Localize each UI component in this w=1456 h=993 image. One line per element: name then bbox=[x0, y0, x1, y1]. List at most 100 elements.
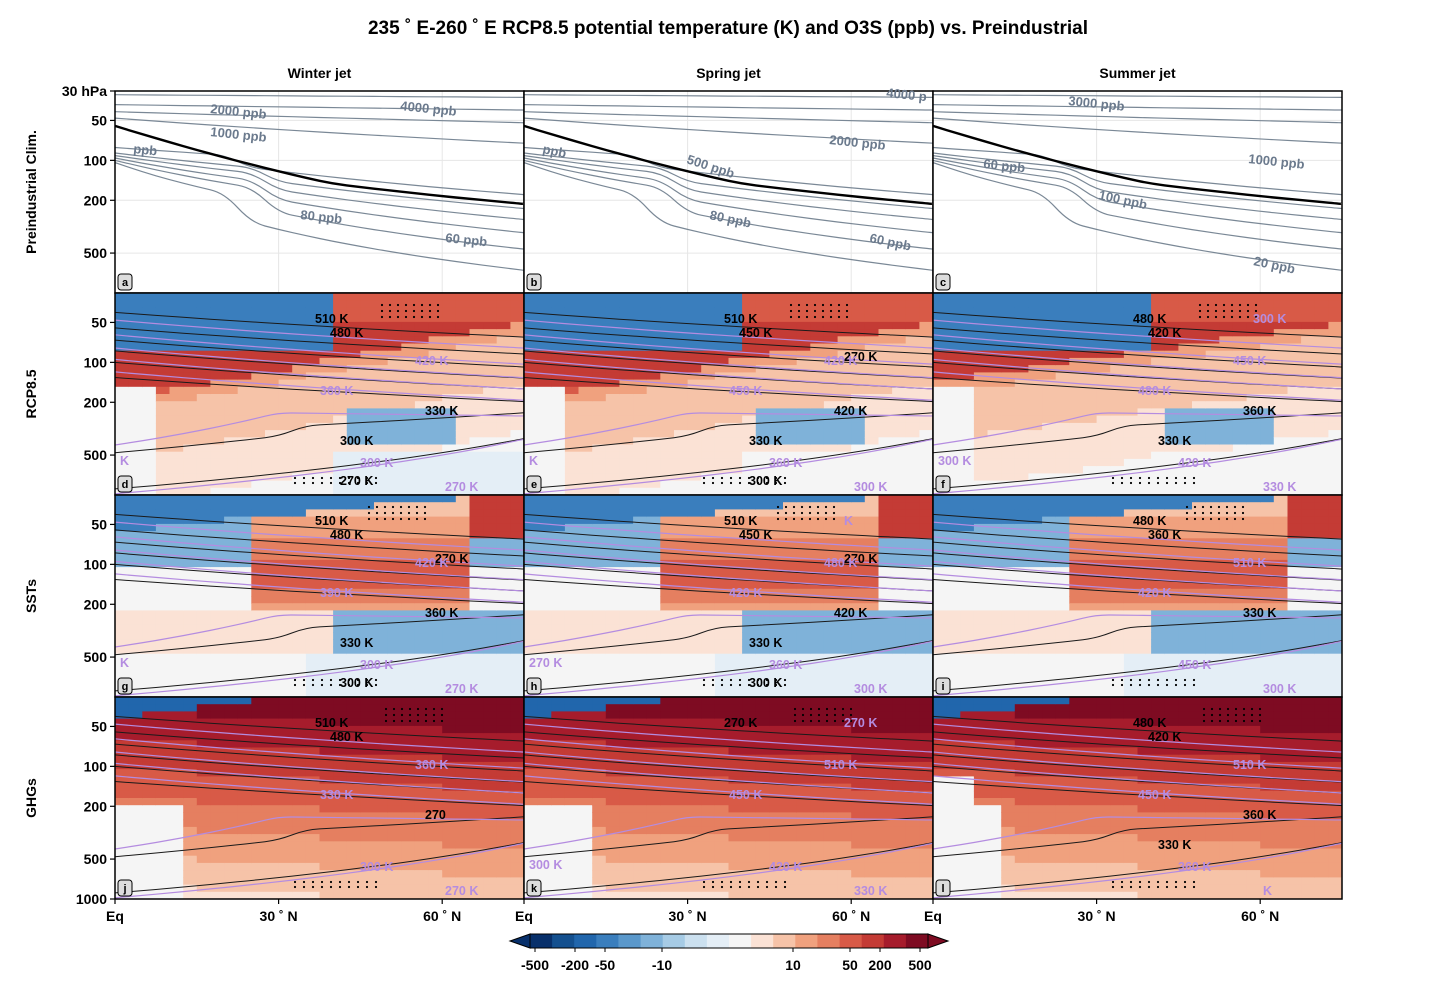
heatmap-cell bbox=[633, 653, 648, 662]
heatmap-cell bbox=[442, 350, 457, 359]
heatmap-cell bbox=[387, 372, 402, 381]
heatmap-cell bbox=[892, 451, 907, 460]
stipple-dot bbox=[821, 309, 825, 313]
heatmap-cell bbox=[960, 329, 975, 337]
heatmap-cell bbox=[578, 682, 593, 691]
heatmap-cell bbox=[973, 581, 989, 590]
theta-contour-black bbox=[524, 412, 933, 454]
heatmap-cell bbox=[278, 321, 293, 330]
heatmap-cell bbox=[933, 444, 948, 453]
heatmap-cell bbox=[810, 444, 825, 453]
heatmap-cell bbox=[755, 545, 770, 554]
heatmap-cell bbox=[142, 444, 157, 453]
heatmap-cell bbox=[265, 603, 280, 611]
heatmap-cell bbox=[619, 365, 634, 373]
heatmap-cell bbox=[319, 610, 334, 619]
heatmap-cell bbox=[1301, 336, 1316, 345]
heatmap-cell bbox=[1260, 336, 1275, 345]
heatmap-cell bbox=[387, 466, 402, 474]
heatmap-cell bbox=[278, 495, 293, 503]
heatmap-cell bbox=[987, 300, 1002, 308]
heatmap-cell bbox=[1110, 660, 1125, 669]
heatmap-cell bbox=[564, 588, 580, 597]
heatmap-cell bbox=[633, 329, 648, 337]
heatmap-cell bbox=[401, 653, 416, 662]
heatmap-cell bbox=[196, 639, 211, 648]
heatmap-cell bbox=[878, 408, 893, 417]
heatmap-cell bbox=[837, 668, 852, 676]
heatmap-cell bbox=[1042, 300, 1057, 308]
heatmap-cell bbox=[401, 596, 416, 604]
heatmap-cell bbox=[714, 653, 730, 662]
stipple-dot bbox=[756, 476, 760, 480]
heatmap-cell bbox=[115, 307, 130, 316]
heatmap-cell bbox=[483, 653, 498, 662]
heatmap-cell bbox=[360, 574, 375, 583]
heatmap-cell bbox=[1069, 653, 1084, 662]
heatmap-cell bbox=[251, 473, 266, 482]
heatmap-cell bbox=[674, 682, 689, 691]
heatmap-cell bbox=[851, 523, 866, 532]
heatmap-cell bbox=[455, 329, 470, 337]
heatmap-cell bbox=[319, 559, 334, 568]
heatmap-cell bbox=[142, 523, 157, 532]
heatmap-cell bbox=[183, 415, 198, 424]
heatmap-cell bbox=[1178, 357, 1193, 366]
heatmap-cell bbox=[714, 480, 730, 489]
heatmap-cell bbox=[1083, 401, 1098, 409]
heatmap-cell bbox=[237, 437, 252, 446]
heatmap-cell bbox=[483, 293, 498, 301]
heatmap-cell bbox=[387, 516, 402, 525]
heatmap-cell bbox=[537, 415, 552, 424]
heatmap-cell bbox=[714, 458, 730, 467]
heatmap-cell bbox=[428, 495, 443, 503]
heatmap-cell bbox=[524, 617, 539, 626]
heatmap-cell bbox=[960, 408, 975, 417]
heatmap-cell bbox=[837, 646, 852, 655]
heatmap-cell bbox=[183, 451, 198, 460]
heatmap-cell bbox=[578, 675, 593, 684]
ozone-contour bbox=[524, 155, 933, 221]
heatmap-cell bbox=[987, 379, 1002, 388]
heatmap-cell bbox=[742, 487, 757, 495]
heatmap-cell bbox=[1069, 495, 1084, 503]
heatmap-cell bbox=[210, 321, 225, 330]
heatmap-cell bbox=[401, 357, 416, 366]
heatmap-cell bbox=[714, 624, 730, 633]
stipple-dot bbox=[702, 678, 706, 682]
heatmap-cell bbox=[1083, 610, 1098, 619]
heatmap-cell bbox=[837, 336, 852, 345]
heatmap-cell bbox=[551, 552, 566, 561]
heatmap-cell bbox=[483, 408, 498, 417]
theta-contour-black bbox=[933, 377, 1342, 403]
heatmap-cell bbox=[769, 466, 784, 474]
heatmap-cell bbox=[1205, 350, 1220, 359]
heatmap-cell bbox=[524, 314, 539, 323]
heatmap-cell bbox=[128, 545, 143, 554]
heatmap-cell bbox=[551, 516, 566, 525]
heatmap-cell bbox=[483, 516, 498, 525]
heatmap-cell bbox=[510, 689, 524, 697]
heatmap-cell bbox=[960, 466, 975, 474]
stipple-dot bbox=[1254, 309, 1258, 313]
heatmap-cell bbox=[183, 487, 198, 495]
theta-contour-black bbox=[115, 350, 524, 379]
heatmap-cell bbox=[551, 466, 566, 474]
heatmap-cell bbox=[1110, 321, 1125, 330]
stipple-dot bbox=[729, 678, 733, 682]
heatmap-cell bbox=[987, 632, 1002, 640]
heatmap-cell bbox=[783, 300, 798, 308]
heatmap-cell bbox=[551, 444, 566, 453]
heatmap-cell bbox=[551, 357, 566, 366]
heatmap-cell bbox=[1055, 689, 1070, 697]
heatmap-cell bbox=[1110, 523, 1125, 532]
heatmap-cell bbox=[755, 365, 770, 373]
heatmap-cell bbox=[674, 624, 689, 633]
heatmap-cell bbox=[578, 458, 593, 467]
heatmap-cell bbox=[360, 487, 375, 495]
heatmap-cell bbox=[1014, 336, 1029, 345]
theta-contour-black bbox=[524, 552, 933, 581]
heatmap-cell bbox=[142, 437, 157, 446]
stipple-dot bbox=[729, 481, 733, 485]
heatmap-cell bbox=[196, 668, 211, 676]
